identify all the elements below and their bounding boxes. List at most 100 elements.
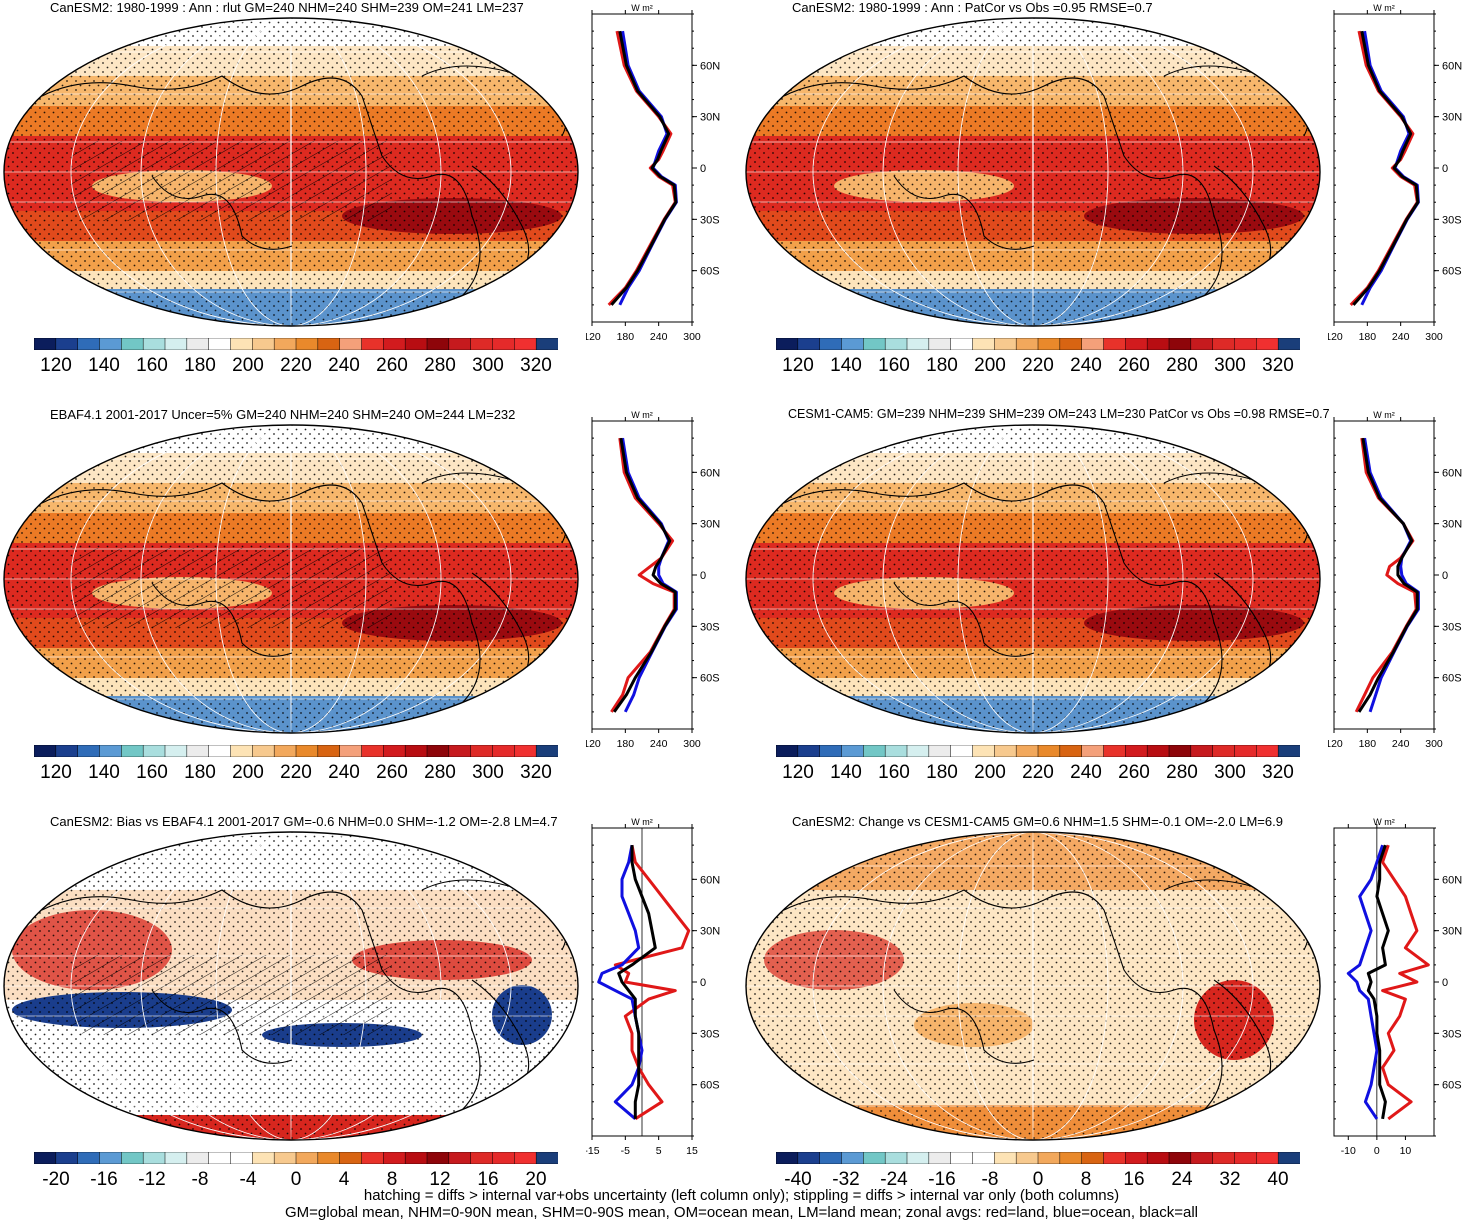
colorbar-swatch (230, 745, 254, 757)
map-plot (3, 831, 579, 1141)
meridian (957, 832, 1109, 1140)
colorbar-swatch (164, 338, 188, 350)
colorbar-swatch (863, 338, 886, 350)
zonal-profile: 60N 30N 0 30S 60S 120 180 240 300 W m² (1328, 3, 1462, 343)
colorbar-label: 200 (974, 762, 1006, 783)
colorbar-swatch (339, 338, 363, 350)
colorbar-swatch (1212, 338, 1236, 350)
colorbar-swatch (121, 745, 144, 757)
panel-p6: CanESM2: Change vs CESM1-CAM5 GM=0.6 NHM… (742, 814, 1482, 1221)
y-tick-label: 60N (1442, 467, 1462, 479)
colorbar-swatch (317, 338, 341, 350)
colorbar-swatch (1146, 1152, 1170, 1164)
colorbar-label: -16 (928, 1169, 956, 1190)
meridian (70, 425, 512, 733)
colorbar-label: 300 (472, 355, 504, 376)
x-tick-label: 120 (586, 738, 601, 750)
colorbar-swatch (295, 1152, 319, 1164)
colorbar-swatch (208, 1152, 232, 1164)
colorbar-label: 120 (782, 355, 814, 376)
x-tick-label: 15 (686, 1145, 698, 1157)
colorbar-label: 220 (1022, 762, 1054, 783)
panel-p3: EBAF4.1 2001-2017 Uncer=5% GM=240 NHM=24… (0, 407, 740, 814)
colorbar-label: -24 (880, 1169, 908, 1190)
x-tick-label: 10 (1400, 1145, 1412, 1157)
colorbar-swatch (1037, 338, 1061, 350)
x-tick-label: 240 (1392, 738, 1410, 750)
colorbar-swatch (1190, 1152, 1214, 1164)
colorbar-labels: -40 -32 -24 -16 -8 0 8 16 24 32 40 (776, 1169, 1300, 1191)
y-tick-label: 30N (1442, 112, 1462, 124)
y-tick-label: 0 (700, 163, 706, 175)
colorbar (34, 1152, 558, 1164)
x-tick-label: 180 (617, 738, 635, 750)
colorbar-label: 0 (290, 1169, 302, 1190)
colorbar-labels: -20 -16 -12 -8 -4 0 4 8 12 16 20 (34, 1169, 558, 1191)
colorbar-swatch (142, 745, 166, 757)
colorbar-swatch (164, 1152, 188, 1164)
colorbar-swatch (361, 338, 385, 350)
colorbar-label: 300 (472, 762, 504, 783)
colorbar-label: 280 (1166, 355, 1198, 376)
y-tick-label: 30S (700, 214, 720, 226)
panel-p5: CanESM2: Bias vs EBAF4.1 2001-2017 GM=-0… (0, 814, 740, 1221)
y-tick-label: 0 (1442, 163, 1448, 175)
footer-line-2: GM=global mean, NHM=0-90N mean, SHM=0-90… (284, 1204, 1198, 1221)
colorbar-swatch (492, 1152, 516, 1164)
colorbar-swatch (1059, 1152, 1083, 1164)
panel-title: CESM1-CAM5: GM=239 NHM=239 SHM=239 OM=24… (788, 407, 1330, 421)
colorbar-swatch (99, 1152, 123, 1164)
meridian (882, 425, 1184, 733)
x-tick-label: -10 (1341, 1145, 1356, 1157)
colorbar-label: 200 (232, 355, 264, 376)
colorbar-swatch (797, 338, 821, 350)
panel-p2: CanESM2: 1980-1999 : Ann : PatCor vs Obs… (742, 0, 1482, 407)
colorbar-swatch (819, 338, 843, 350)
colorbar-swatch (55, 1152, 79, 1164)
colorbar-label: 180 (926, 355, 958, 376)
zonal-profile: 60N 30N 0 30S 60S 120 180 240 300 W m² (586, 410, 720, 750)
colorbar-label: 300 (1214, 355, 1246, 376)
colorbar-swatch (776, 745, 799, 757)
colorbar-label: 180 (184, 762, 216, 783)
y-tick-label: 30N (700, 926, 720, 938)
colorbar-swatch (928, 1152, 952, 1164)
x-tick-label: 5 (656, 1145, 662, 1157)
colorbar-swatch (1103, 745, 1127, 757)
colorbar-swatch (1277, 745, 1300, 757)
meridian (140, 832, 442, 1140)
colorbar-swatch (186, 1152, 210, 1164)
colorbar-swatch (884, 1152, 908, 1164)
profile-units: W m² (631, 410, 653, 420)
colorbar-label: 200 (974, 355, 1006, 376)
zonal-profile: 60N 30N 0 30S 60S 120 180 240 300 W m² (1328, 410, 1462, 750)
colorbar-swatch (492, 745, 516, 757)
colorbar-swatch (1190, 745, 1214, 757)
colorbar-swatch (448, 1152, 472, 1164)
y-tick-label: 60N (700, 874, 720, 886)
colorbar-swatch (1125, 745, 1148, 757)
x-tick-label: 300 (1425, 331, 1443, 343)
profile-frame (1333, 827, 1435, 1137)
colorbar-swatch (994, 338, 1017, 350)
colorbar-swatch (99, 338, 123, 350)
colorbar-label: 120 (782, 762, 814, 783)
y-tick-label: 60S (700, 673, 720, 685)
colorbar-swatch (950, 745, 974, 757)
colorbar-label: 16 (1123, 1169, 1145, 1190)
colorbar-swatch (906, 338, 930, 350)
y-tick-label: 60S (700, 266, 720, 278)
colorbar-label: 240 (328, 762, 360, 783)
colorbar-label: -16 (90, 1169, 118, 1190)
colorbar-label: 240 (1070, 762, 1102, 783)
colorbar-swatch (404, 1152, 428, 1164)
colorbar-swatch (841, 1152, 865, 1164)
colorbar-label: 140 (88, 355, 120, 376)
colorbar-label: 220 (280, 355, 312, 376)
colorbar-swatch (884, 745, 908, 757)
colorbar (776, 745, 1300, 757)
colorbar-swatch (252, 1152, 275, 1164)
colorbar-label: -32 (832, 1169, 860, 1190)
colorbar-swatch (1234, 1152, 1258, 1164)
map-plot (3, 424, 579, 734)
